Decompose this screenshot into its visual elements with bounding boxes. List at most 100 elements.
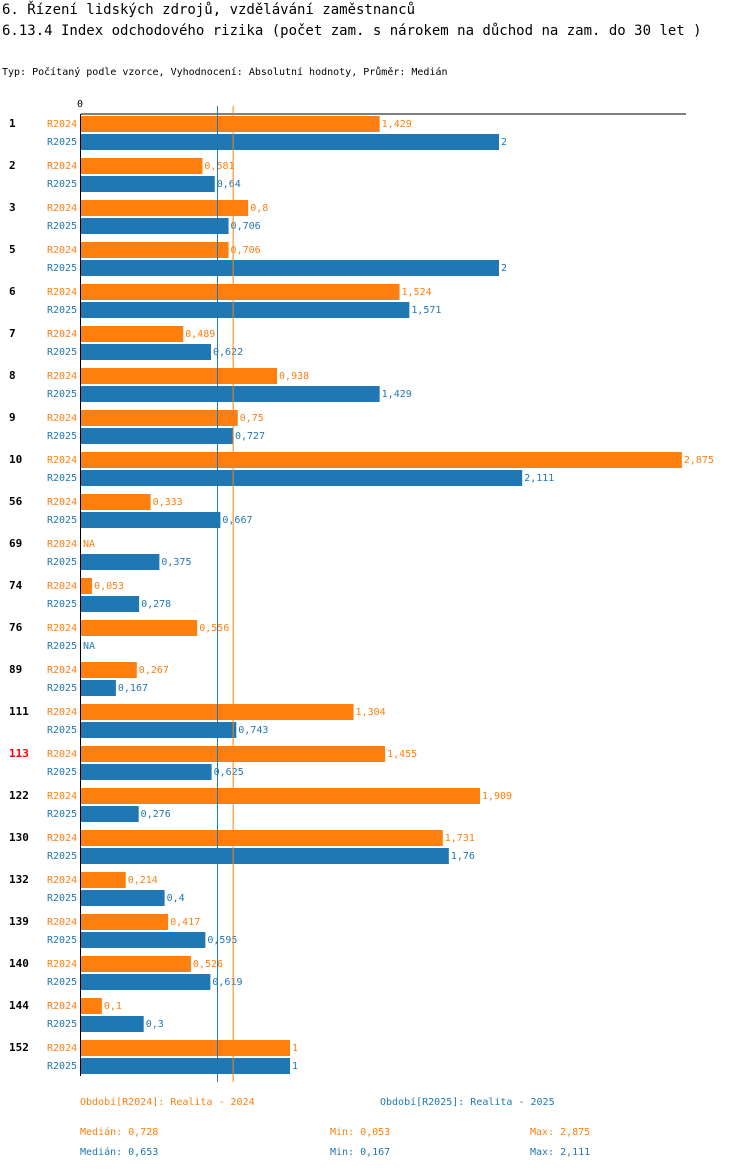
x-tick-label: 0	[77, 99, 83, 110]
data-label-r2024: 0,1	[104, 1001, 122, 1012]
series-label-r2025: R2025	[47, 851, 77, 862]
data-label-r2024: 0,333	[153, 497, 183, 508]
data-label-r2025: 0,276	[141, 809, 171, 820]
series-label-r2024: R2024	[47, 581, 77, 592]
series-label-r2025: R2025	[47, 557, 77, 568]
category-label: 9	[9, 411, 16, 424]
series-label-r2024: R2024	[47, 749, 77, 760]
series-label-r2025: R2025	[47, 389, 77, 400]
series-label-r2025: R2025	[47, 809, 77, 820]
data-label-r2025: NA	[83, 641, 95, 652]
category-label: 7	[9, 327, 16, 340]
bar-r2025	[81, 806, 139, 822]
category-label: 10	[9, 453, 22, 466]
chart-info: Typ: Počítaný podle vzorce, Vyhodnocení:…	[2, 67, 448, 78]
series-label-r2025: R2025	[47, 515, 77, 526]
data-label-r2025: 0,667	[222, 515, 252, 526]
data-label-r2025: 2,111	[524, 473, 554, 484]
data-label-r2024: 1,304	[356, 707, 386, 718]
data-label-r2025: 0,64	[217, 179, 241, 190]
data-label-r2025: 2	[501, 263, 507, 274]
data-label-r2025: 0,625	[214, 767, 244, 778]
bar-r2025	[81, 974, 211, 990]
series-label-r2025: R2025	[47, 1061, 77, 1072]
category-label: 76	[9, 621, 23, 634]
chart-title: 6.13.4 Index odchodového rizika (počet z…	[2, 23, 702, 39]
series-label-r2025: R2025	[47, 179, 77, 190]
bar-r2024	[81, 620, 198, 636]
data-label-r2024: 1,455	[387, 749, 417, 760]
data-label-r2024: 1,731	[445, 833, 475, 844]
data-label-r2025: 0,278	[141, 599, 171, 610]
series-label-r2024: R2024	[47, 245, 77, 256]
data-label-r2025: 1,76	[451, 851, 475, 862]
data-label-r2025: 0,727	[235, 431, 265, 442]
bar-r2025	[81, 134, 499, 150]
data-label-r2024: 0,417	[170, 917, 200, 928]
series-label-r2025: R2025	[47, 1019, 77, 1030]
category-label: 152	[9, 1041, 29, 1054]
data-label-r2025: 0,619	[212, 977, 242, 988]
series-label-r2025: R2025	[47, 137, 77, 148]
data-label-r2024: 0,267	[139, 665, 169, 676]
series-label-r2024: R2024	[47, 833, 77, 844]
data-label-r2025: 1,571	[411, 305, 441, 316]
data-label-r2025: 0,622	[213, 347, 243, 358]
series-label-r2025: R2025	[47, 683, 77, 694]
series-label-r2025: R2025	[47, 893, 77, 904]
series-label-r2025: R2025	[47, 347, 77, 358]
data-label-r2025: 0,4	[167, 893, 185, 904]
category-label: 113	[9, 747, 29, 760]
stat-median-r2025: Medián: 0,653	[80, 1147, 159, 1158]
series-label-r2024: R2024	[47, 875, 77, 886]
category-label: 139	[9, 915, 29, 928]
bar-chart: 0 1 R2024 1,429 R2025 2 2 R2024 0,581 R2025 0,64 3 R…	[9, 99, 714, 1082]
bar-r2025	[81, 1058, 290, 1074]
category-label: 1	[9, 117, 16, 130]
data-label-r2024: 0,489	[185, 329, 215, 340]
bar-r2025	[81, 470, 523, 486]
series-label-r2025: R2025	[47, 221, 77, 232]
series-label-r2024: R2024	[47, 539, 77, 550]
series-label-r2024: R2024	[47, 497, 77, 508]
bar-r2025	[81, 722, 237, 738]
category-label: 3	[9, 201, 16, 214]
category-label: 89	[9, 663, 22, 676]
bar-r2024	[81, 158, 203, 174]
bar-r2024	[81, 452, 682, 468]
bar-r2025	[81, 176, 215, 192]
data-label-r2025: 0,3	[146, 1019, 164, 1030]
category-label: 132	[9, 873, 29, 886]
bar-r2025	[81, 890, 165, 906]
category-label: 111	[9, 705, 29, 718]
series-label-r2024: R2024	[47, 329, 77, 340]
bar-r2024	[81, 242, 229, 258]
bar-r2025	[81, 218, 229, 234]
bar-r2024	[81, 956, 191, 972]
bar-r2024	[81, 872, 126, 888]
data-label-r2025: 0,167	[118, 683, 148, 694]
series-label-r2024: R2024	[47, 203, 77, 214]
category-label: 69	[9, 537, 22, 550]
series-label-r2024: R2024	[47, 119, 77, 130]
bar-r2025	[81, 554, 160, 570]
data-label-r2024: 0,8	[250, 203, 268, 214]
stat-max-r2025: Max: 2,111	[530, 1147, 591, 1158]
bar-r2025	[81, 260, 499, 276]
series-label-r2025: R2025	[47, 431, 77, 442]
bar-r2024	[81, 410, 238, 426]
data-label-r2024: 0,75	[240, 413, 264, 424]
bar-r2025	[81, 344, 211, 360]
page-title: 6. Řízení lidských zdrojů, vzdělávání za…	[2, 2, 416, 18]
data-label-r2024: 0,053	[94, 581, 124, 592]
legend-r2024: Období[R2024]: Realita - 2024	[80, 1097, 255, 1108]
bar-r2025	[81, 764, 212, 780]
series-label-r2025: R2025	[47, 263, 77, 274]
data-label-r2025: 0,595	[207, 935, 237, 946]
data-label-r2025: 1	[292, 1061, 298, 1072]
bar-r2025	[81, 302, 410, 318]
data-label-r2024: 0,526	[193, 959, 223, 970]
category-label: 2	[9, 159, 16, 172]
bar-r2024	[81, 494, 151, 510]
data-label-r2025: 0,743	[238, 725, 268, 736]
